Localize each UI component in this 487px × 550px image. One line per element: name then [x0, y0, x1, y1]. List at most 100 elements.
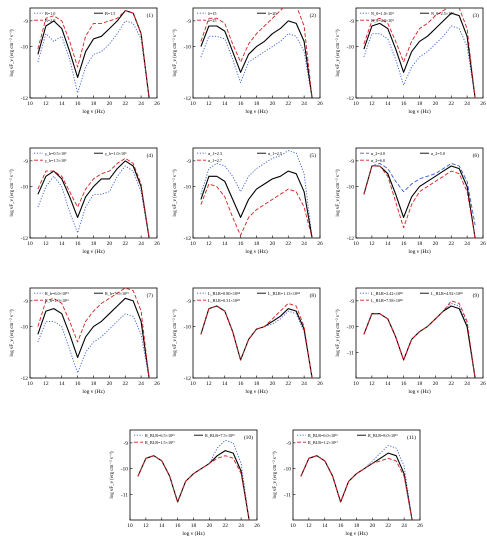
legend-label: N_0=4.0×10³ — [371, 18, 394, 23]
series-line-3 — [200, 8, 313, 98]
series-line-3 — [137, 455, 250, 520]
x-tick-label: 24 — [301, 381, 307, 387]
x-tick-label: 24 — [464, 101, 470, 107]
x-tick-label: 18 — [91, 381, 97, 387]
panel-number: (7) — [147, 292, 154, 299]
x-tick-label: 22 — [123, 241, 129, 247]
x-tick-label: 14 — [322, 523, 328, 529]
legend-label: B=1.0 — [45, 11, 55, 16]
x-axis-label: log ν (Hz) — [182, 530, 205, 537]
legend-label: α_1=2.7 — [208, 158, 222, 163]
y-axis-label: log νF_ν (erg cm⁻² s⁻¹) — [272, 451, 278, 498]
series-line-3 — [363, 300, 476, 378]
x-tick-label: 24 — [301, 101, 307, 107]
legend-label: N_0=1.0×10³ — [371, 11, 394, 16]
legend-label: R_BLR=7.5×10¹⁶ — [205, 433, 235, 438]
x-tick-label: 16 — [75, 241, 81, 247]
series-line-3 — [363, 8, 476, 98]
legend-label: α_2=6.0 — [371, 158, 385, 163]
x-tick-label: 22 — [223, 523, 229, 529]
series-line-2 — [200, 170, 313, 238]
y-tick-label: -9 — [123, 441, 128, 447]
series-line-1 — [200, 305, 313, 378]
y-tick-label: -12 — [21, 96, 29, 102]
x-tick-label: 12 — [206, 241, 212, 247]
x-tick-label: 18 — [354, 523, 360, 529]
x-axis-label: log ν (Hz) — [245, 108, 268, 115]
x-tick-label: 12 — [369, 101, 375, 107]
x-tick-label: 22 — [449, 241, 455, 247]
series-line-2 — [363, 305, 476, 378]
x-tick-label: 24 — [464, 381, 470, 387]
series-line-1 — [137, 439, 250, 520]
legend-label: R_b=7.0×10¹⁵ — [105, 291, 129, 296]
y-tick-label: -12 — [347, 96, 355, 102]
series-line-1 — [37, 20, 150, 98]
x-axis-label: log ν (Hz) — [245, 248, 268, 255]
panel-number: (3) — [473, 12, 480, 19]
x-tick-label: 14 — [222, 241, 228, 247]
series-line-3 — [37, 157, 150, 238]
x-tick-label: 26 — [154, 381, 160, 387]
y-axis-label: log νF_ν (erg cm⁻² s⁻¹) — [109, 451, 115, 498]
x-tick-label: 14 — [222, 101, 228, 107]
x-tick-label: 22 — [286, 101, 292, 107]
y-tick-label: -10 — [347, 325, 355, 331]
series-line-2 — [363, 12, 476, 98]
x-tick-label: 10 — [190, 381, 196, 387]
series-line-2 — [137, 450, 250, 520]
legend-label: R_BLR=1.5×10¹⁷ — [145, 440, 175, 445]
x-tick-label: 12 — [43, 101, 49, 107]
series-line-2 — [363, 165, 476, 238]
y-tick-label: -9 — [23, 159, 28, 165]
x-axis-label: log ν (Hz) — [408, 108, 431, 115]
x-tick-label: 14 — [59, 381, 65, 387]
x-tick-label: 26 — [154, 241, 160, 247]
y-tick-label: -10 — [184, 45, 192, 51]
x-tick-label: 16 — [238, 241, 244, 247]
series-line-1 — [200, 150, 313, 238]
panel-number: (1) — [147, 12, 154, 19]
y-tick-label: -11 — [347, 350, 354, 356]
y-tick-label: -9 — [23, 299, 28, 305]
x-tick-label: 20 — [107, 241, 113, 247]
x-tick-label: 22 — [449, 381, 455, 387]
x-tick-label: 20 — [433, 101, 439, 107]
y-axis-label: log νF_ν (erg cm⁻² s⁻¹) — [9, 29, 15, 76]
x-axis-label: log ν (Hz) — [345, 530, 368, 537]
x-tick-label: 10 — [27, 381, 33, 387]
x-tick-label: 10 — [353, 381, 359, 387]
y-tick-label: -10 — [184, 185, 192, 191]
y-tick-label: -9 — [186, 159, 191, 165]
x-tick-label: 18 — [91, 101, 97, 107]
x-tick-label: 18 — [254, 381, 260, 387]
x-tick-label: 20 — [107, 381, 113, 387]
panel-5: 10 12 14 16 18 20 22 24 26 -12 -10 -9 log ν (Hz) log … — [172, 147, 323, 255]
x-tick-label: 16 — [75, 381, 81, 387]
panel-4: 10 12 14 16 18 20 22 24 26 -12 -10 -9 log ν (Hz) log … — [9, 147, 160, 255]
y-tick-label: -9 — [186, 299, 191, 305]
legend-label: L_BLR=0.80×10⁴⁴ — [208, 291, 240, 296]
panel-number: (9) — [473, 292, 480, 299]
y-tick-label: -9 — [186, 19, 191, 25]
y-axis-label: log νF_ν (erg cm⁻² s⁻¹) — [335, 169, 341, 216]
panel-8: 10 12 14 16 18 20 22 24 26 -12 -10 -9 log ν (Hz) log … — [172, 287, 323, 395]
x-tick-label: 22 — [123, 101, 129, 107]
legend-label: L_BLR=4.92×10⁴⁶ — [431, 291, 463, 296]
legend-label: δ=25 — [208, 18, 217, 23]
x-tick-label: 26 — [154, 101, 160, 107]
x-tick-label: 24 — [238, 523, 244, 529]
x-tick-label: 16 — [175, 523, 181, 529]
x-tick-label: 12 — [369, 381, 375, 387]
series-line-3 — [37, 10, 150, 98]
legend-label: γ_b=1.0×10³ — [105, 151, 127, 156]
series-line-3 — [363, 165, 476, 238]
panel-number: (2) — [310, 12, 317, 19]
x-axis-label: log ν (Hz) — [408, 388, 431, 395]
y-axis-label: log νF_ν (erg cm⁻² s⁻¹) — [172, 169, 178, 216]
x-axis-label: log ν (Hz) — [245, 388, 268, 395]
y-tick-label: -10 — [347, 45, 355, 51]
x-tick-label: 10 — [190, 101, 196, 107]
legend-label: L_BLR=0.31×10⁴⁵ — [208, 298, 240, 303]
y-tick-label: -10 — [21, 45, 29, 51]
